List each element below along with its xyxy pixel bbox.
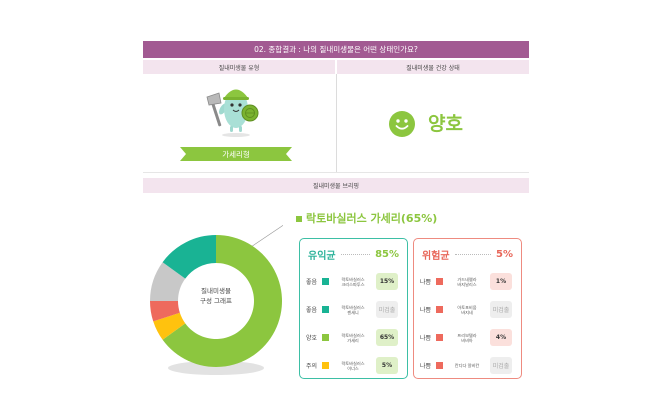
harmful-title: 위험균 <box>422 250 450 262</box>
harmful-card-header: 위험균 5% <box>422 245 513 263</box>
species-name: 아토포비움 바지네 <box>450 305 484 315</box>
bacteria-row: 나쁨 아토포비움 바지네 미검출 <box>420 301 515 318</box>
bacteria-row: 나쁨 프리보텔라 비비아 4% <box>420 329 515 346</box>
bacteria-row: 좋음 락토바실러스 젠세니 미검출 <box>306 301 401 318</box>
mascot-icon <box>206 89 259 137</box>
species-name: 락토바실러스 가세리 <box>336 333 370 343</box>
species-name: 락토바실러스 크리스파투스 <box>336 277 370 287</box>
donut-center-label: 질내미생물 구성 그래프 <box>188 286 244 306</box>
status-heading: 질내미생물 건강 상태 <box>337 60 529 74</box>
species-name-line1: 락토바실러스 <box>341 332 365 338</box>
abundance-value: 미검출 <box>376 301 398 318</box>
harmful-card: 위험균 5% 나쁨 가드네렐라 바지날리스 1% 나쁨 아토포비움 바지네 미검출 나쁨 프리보텔… <box>413 238 522 379</box>
species-name: 칸디다 알비칸 <box>450 363 484 368</box>
type-heading: 질내미생물 유형 <box>143 60 335 74</box>
donut-slice-0 <box>162 235 282 367</box>
species-name-line1: 칸디다 알비칸 <box>454 363 480 368</box>
abundance-value: 4% <box>490 329 512 346</box>
level-label: 나쁨 <box>420 279 432 286</box>
level-label: 좋음 <box>306 279 318 286</box>
abundance-value: 미검출 <box>490 301 512 318</box>
header-dots <box>454 253 492 255</box>
species-name-line1: 가드네렐라 <box>457 276 477 282</box>
panel-divider <box>336 74 337 172</box>
bacteria-row: 나쁨 가드네렐라 바지날리스 1% <box>420 273 515 290</box>
species-name: 가드네렐라 바지날리스 <box>450 277 484 287</box>
beneficial-card-header: 유익균 85% <box>308 245 399 263</box>
donut-slice-4 <box>162 235 216 279</box>
level-label: 나쁨 <box>420 335 432 342</box>
type-label: 가세리형 <box>222 149 250 159</box>
species-name-line2: 가세리 <box>347 337 359 343</box>
level-label: 나쁨 <box>420 307 432 314</box>
composition-donut-chart <box>150 225 283 375</box>
harmful-percent: 5% <box>496 248 513 260</box>
level-color-swatch <box>322 306 329 313</box>
donut-slice-3 <box>150 262 186 301</box>
species-name-line2: 바지날리스 <box>457 281 477 287</box>
composition-title: 락토바실러스 가세리(65%) <box>306 212 438 225</box>
abundance-value: 15% <box>376 273 398 290</box>
species-name-line1: 프리보텔라 <box>457 332 477 338</box>
title-bullet <box>296 216 302 222</box>
level-label: 양호 <box>306 335 318 342</box>
section-banner: 02. 종합결과 : 나의 질내미생물은 어떤 상태인가요? <box>143 41 529 58</box>
donut-center-line1: 질내미생물 <box>201 287 231 295</box>
bacteria-row: 좋음 락토바실러스 크리스파투스 15% <box>306 273 401 290</box>
level-color-swatch <box>322 362 329 369</box>
level-color-swatch <box>436 334 443 341</box>
species-name-line1: 락토바실러스 <box>341 304 365 310</box>
type-ribbon <box>180 147 292 161</box>
species-name-line2: 젠세니 <box>347 309 359 315</box>
bacteria-row: 주의 락토바실러스 이너스 5% <box>306 357 401 374</box>
species-name-line2: 바지네 <box>461 309 473 315</box>
level-label: 좋음 <box>306 307 318 314</box>
beneficial-title: 유익균 <box>308 250 336 262</box>
species-name: 락토바실러스 이너스 <box>336 361 370 371</box>
species-name: 락토바실러스 젠세니 <box>336 305 370 315</box>
species-name-line1: 락토바실러스 <box>341 360 365 366</box>
donut-slice-1 <box>153 312 186 340</box>
level-color-swatch <box>436 278 443 285</box>
species-name-line2: 비비아 <box>461 337 473 343</box>
bacteria-row: 양호 락토바실러스 가세리 65% <box>306 329 401 346</box>
health-status-text: 양호 <box>428 113 463 135</box>
smile-icon <box>389 111 415 137</box>
header-dots <box>340 253 371 255</box>
level-label: 주의 <box>306 363 318 370</box>
donut-slice-2 <box>150 301 180 322</box>
species-name: 프리보텔라 비비아 <box>450 333 484 343</box>
panel-bottom-line <box>143 172 529 173</box>
level-color-swatch <box>322 278 329 285</box>
species-name-line2: 이너스 <box>347 365 359 371</box>
beneficial-percent: 85% <box>375 248 399 260</box>
species-name-line1: 아토포비움 <box>457 304 477 310</box>
level-label: 나쁨 <box>420 363 432 370</box>
abundance-value: 5% <box>376 357 398 374</box>
level-color-swatch <box>322 334 329 341</box>
beneficial-card: 유익균 85% 좋음 락토바실러스 크리스파투스 15% 좋음 락토바실러스 젠세니 미검출 양… <box>299 238 408 379</box>
species-name-line1: 락토바실러스 <box>341 276 365 282</box>
abundance-value: 65% <box>376 329 398 346</box>
abundance-value: 미검출 <box>490 357 512 374</box>
level-color-swatch <box>436 306 443 313</box>
bacteria-row: 나쁨 칸디다 알비칸 미검출 <box>420 357 515 374</box>
species-name-line2: 크리스파투스 <box>341 281 365 287</box>
briefing-heading: 질내미생물 브리핑 <box>143 178 529 193</box>
donut-center-line2: 구성 그래프 <box>200 297 232 305</box>
abundance-value: 1% <box>490 273 512 290</box>
level-color-swatch <box>436 362 443 369</box>
